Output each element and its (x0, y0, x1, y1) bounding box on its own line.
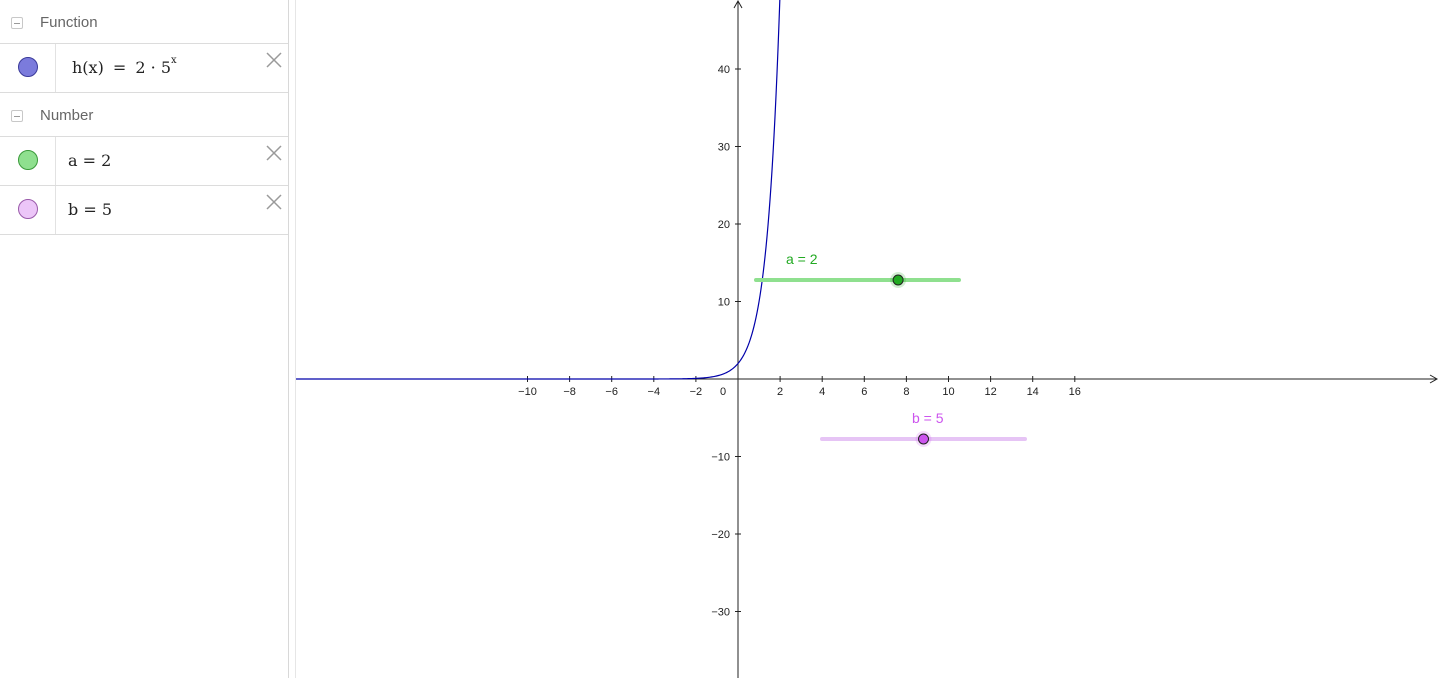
y-tick-label: 40 (718, 64, 730, 76)
graphics-canvas[interactable]: −10 −8 −6 −4 −2 0 2 4 6 8 10 12 14 1640302010−10−20−3… (296, 0, 1440, 678)
function-exponent: x (171, 55, 177, 66)
x-axis-arrow (1429, 374, 1439, 384)
x-tick-label: 8 (903, 386, 909, 398)
y-tick-label: −30 (711, 607, 730, 619)
marble-cell (0, 44, 56, 92)
x-tick-label: −8 (563, 386, 576, 398)
algebra-view: Function h(x) = 2 · 5x Number (0, 0, 288, 678)
delete-b-icon[interactable] (264, 192, 284, 212)
x-tick-label: 12 (984, 386, 996, 398)
y-axis-arrow (733, 0, 743, 9)
number-b-expression[interactable]: b = 5 (68, 200, 112, 219)
x-tick-label: −6 (605, 386, 618, 398)
group-header-function[interactable]: Function (0, 0, 288, 44)
slider-b-knob[interactable] (918, 433, 929, 445)
marble-cell (0, 186, 56, 234)
graphics-view[interactable]: −10 −8 −6 −4 −2 0 2 4 6 8 10 12 14 16 40 30 20 10 −10 −20 −3… (296, 0, 1440, 678)
y-tick-label: 30 (718, 142, 730, 154)
group-title-number: Number (40, 107, 94, 124)
slider-a-label: a = 2 (786, 251, 818, 267)
x-tick-label: 2 (777, 386, 783, 398)
y-tick-label: 20 (718, 219, 730, 231)
equals-sign: = (112, 58, 127, 77)
x-tick-label: 16 (1069, 386, 1081, 398)
algebra-row-h[interactable]: h(x) = 2 · 5x (0, 44, 288, 93)
delete-a-icon[interactable] (264, 143, 284, 163)
visibility-toggle-h[interactable] (18, 57, 38, 77)
slider-a-knob[interactable] (892, 274, 904, 286)
delete-h-icon[interactable] (264, 50, 284, 70)
visibility-toggle-b[interactable] (18, 199, 38, 219)
slider-a[interactable]: a = 2 (754, 251, 961, 288)
number-a-expression[interactable]: a = 2 (68, 151, 112, 170)
slider-b-label: b = 5 (912, 410, 944, 426)
function-name: h(x) (72, 58, 104, 77)
function-body: 2 · 5 (135, 58, 172, 77)
visibility-toggle-a[interactable] (18, 150, 38, 170)
x-tick-label: 0 (720, 386, 726, 398)
x-tick-label: 6 (861, 386, 867, 398)
group-title-function: Function (40, 14, 98, 31)
view-divider[interactable] (288, 0, 296, 678)
axis-ticks: −10 −8 −6 −4 −2 0 2 4 6 8 10 12 14 1640302010−10−20−3… (518, 64, 1081, 619)
slider-b[interactable]: b = 5 (820, 410, 1027, 447)
function-curve-h[interactable] (296, 0, 781, 380)
algebra-row-a[interactable]: a = 2 (0, 137, 288, 186)
x-tick-label: −2 (690, 386, 703, 398)
function-expression[interactable]: h(x) = 2 · 5x (72, 55, 177, 77)
marble-cell (0, 137, 56, 185)
collapse-function-button[interactable] (11, 17, 23, 29)
axes (296, 0, 1439, 678)
x-tick-label: 4 (819, 386, 825, 398)
group-header-number[interactable]: Number (0, 93, 288, 137)
y-tick-label: −20 (711, 529, 730, 541)
collapse-number-button[interactable] (11, 110, 23, 122)
x-tick-label: 10 (942, 386, 954, 398)
x-tick-label: −10 (518, 386, 537, 398)
y-tick-label: −10 (711, 452, 730, 464)
x-tick-label: −4 (648, 386, 661, 398)
x-tick-label: 14 (1027, 386, 1039, 398)
y-tick-label: 10 (718, 297, 730, 309)
algebra-row-b[interactable]: b = 5 (0, 186, 288, 235)
